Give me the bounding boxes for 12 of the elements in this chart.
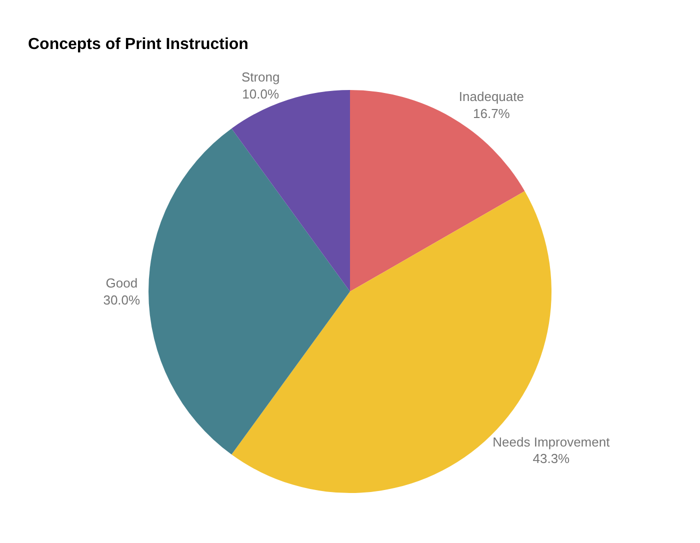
data-label: 16.7%	[473, 106, 510, 122]
slice-label: Needs Improvement	[492, 434, 610, 450]
slice-label: Good	[106, 276, 138, 291]
pie-slice	[350, 90, 525, 292]
data-label: 10.0%	[242, 86, 280, 102]
chart-title: Concepts of Print Instruction	[28, 36, 248, 54]
data-label: 43.3%	[532, 451, 570, 466]
slice-label: Strong	[241, 69, 280, 84]
slice-label: Inadequate	[458, 89, 524, 104]
data-label: 30.0%	[103, 292, 141, 308]
pie-slice	[148, 128, 350, 455]
pie-slice	[232, 90, 350, 292]
